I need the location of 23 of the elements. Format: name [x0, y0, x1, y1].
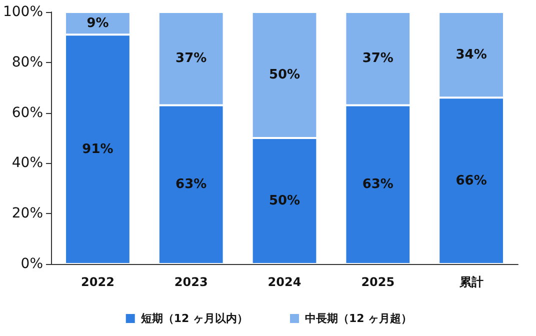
data-label: 34%	[456, 47, 487, 62]
x-tick-label: 2025	[361, 275, 395, 289]
legend-label: 短期（12 ヶ月以内）	[140, 312, 248, 325]
y-tick-label: 20%	[12, 206, 44, 222]
y-tick-label: 60%	[12, 104, 44, 121]
data-label: 9%	[86, 16, 109, 31]
data-label: 50%	[268, 194, 300, 208]
data-label: 37%	[362, 51, 394, 66]
data-label: 50%	[268, 68, 300, 82]
x-tick-label: 2023	[174, 275, 208, 289]
x-tick-label: 2022	[81, 275, 114, 289]
y-tick-label: 0%	[20, 256, 44, 272]
data-label: 37%	[176, 51, 207, 66]
data-label: 63%	[176, 177, 207, 192]
y-tick-label: 40%	[12, 155, 44, 172]
data-label: 91%	[82, 142, 114, 157]
legend-label: 中長期（12 ヶ月超）	[305, 312, 412, 325]
x-tick-label: 累計	[458, 275, 484, 289]
data-label: 63%	[362, 177, 394, 192]
data-label: 66%	[456, 173, 487, 188]
y-tick-label: 100%	[2, 4, 44, 20]
y-tick-label: 80%	[12, 54, 44, 70]
x-tick-label: 2024	[268, 275, 302, 289]
